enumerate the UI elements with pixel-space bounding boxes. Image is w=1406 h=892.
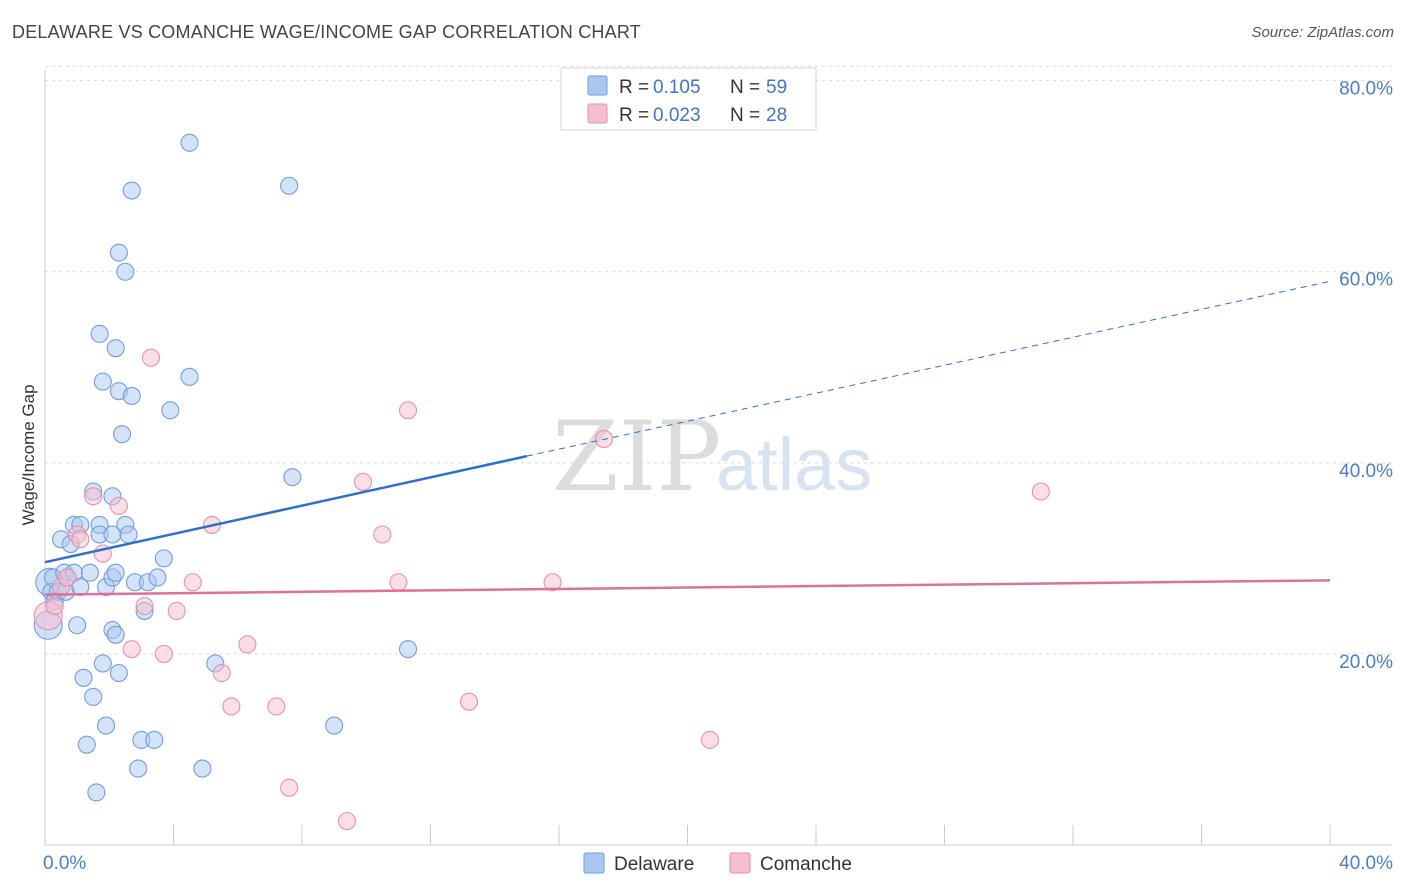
delaware-point bbox=[283, 468, 302, 487]
legend-swatch-delaware bbox=[587, 75, 608, 96]
comanche-point bbox=[84, 487, 103, 506]
y-tick-label: 60.0% bbox=[1339, 270, 1393, 291]
comanche-point bbox=[398, 401, 418, 420]
y-tick-label: 40.0% bbox=[1339, 461, 1393, 482]
delaware-point bbox=[398, 640, 418, 659]
comanche-point bbox=[1031, 482, 1050, 501]
comanche-point bbox=[71, 530, 90, 549]
delaware-point bbox=[280, 176, 299, 195]
comanche-point bbox=[373, 525, 392, 544]
legend-r-label-comanche: R = bbox=[619, 105, 649, 126]
delaware-point bbox=[106, 563, 125, 582]
delaware-trend-line bbox=[44, 454, 528, 564]
comanche-point bbox=[267, 697, 286, 716]
y-tick-label: 80.0% bbox=[1339, 79, 1393, 100]
comanche-point bbox=[353, 472, 373, 491]
comanche-point bbox=[337, 812, 357, 831]
watermark-atlas: atlas bbox=[716, 423, 872, 506]
series-comanche-points bbox=[33, 348, 1050, 831]
comanche-point bbox=[135, 597, 154, 616]
delaware-point bbox=[113, 425, 132, 444]
delaware-point bbox=[71, 577, 90, 597]
delaware-trend-extension bbox=[526, 280, 1331, 457]
legend-r-value-delaware: 0.105 bbox=[653, 77, 701, 98]
comanche-point bbox=[700, 730, 720, 749]
delaware-point bbox=[87, 783, 106, 802]
axes bbox=[44, 70, 1392, 846]
comanche-point bbox=[141, 348, 161, 367]
x-ticks bbox=[173, 825, 1331, 845]
bottom-legend-label-delaware: Delaware bbox=[614, 854, 694, 875]
legend-swatch-comanche bbox=[587, 103, 608, 124]
delaware-point bbox=[109, 243, 128, 262]
source-credit: Source: ZipAtlas.com bbox=[1251, 24, 1394, 41]
bottom-legend-label-comanche: Comanche bbox=[760, 854, 852, 875]
delaware-point bbox=[154, 549, 173, 568]
comanche-point bbox=[45, 597, 64, 616]
comanche-trend-line bbox=[44, 579, 1331, 596]
legend-r-label-delaware: R = bbox=[619, 77, 649, 98]
comanche-point bbox=[154, 644, 173, 663]
legend-n-label-delaware: N = bbox=[730, 77, 760, 98]
comanche-point bbox=[58, 568, 77, 587]
x-tick-label-min: 0.0% bbox=[43, 853, 86, 874]
delaware-point bbox=[109, 663, 128, 683]
y-tick-label: 20.0% bbox=[1339, 652, 1393, 673]
delaware-point bbox=[116, 262, 135, 281]
delaware-point bbox=[80, 563, 100, 582]
delaware-point bbox=[93, 654, 112, 673]
delaware-point bbox=[122, 181, 141, 200]
delaware-point bbox=[193, 759, 212, 778]
delaware-point bbox=[106, 625, 125, 644]
delaware-point bbox=[93, 372, 112, 391]
comanche-point bbox=[543, 573, 562, 592]
delaware-point bbox=[96, 716, 116, 735]
comanche-point bbox=[167, 601, 186, 620]
comanche-point bbox=[122, 640, 141, 659]
delaware-point bbox=[161, 401, 180, 420]
stats-legend: R = 0.105 N = 59 R = 0.023 N = 28 bbox=[560, 67, 817, 131]
comanche-point bbox=[389, 573, 408, 592]
comanche-point bbox=[238, 635, 257, 654]
delaware-point bbox=[90, 324, 109, 343]
comanche-point bbox=[459, 692, 479, 711]
comanche-point bbox=[212, 663, 231, 683]
delaware-point bbox=[106, 339, 125, 358]
watermark-zip: ZIP bbox=[552, 401, 721, 513]
delaware-point bbox=[84, 687, 103, 706]
comanche-point bbox=[109, 496, 128, 515]
delaware-point bbox=[148, 568, 167, 587]
bottom-legend-swatch-comanche bbox=[729, 852, 751, 874]
legend-n-value-comanche: 28 bbox=[766, 105, 787, 126]
chart-title: DELAWARE VS COMANCHE WAGE/INCOME GAP COR… bbox=[12, 22, 641, 42]
delaware-point bbox=[325, 716, 344, 735]
delaware-point bbox=[145, 730, 164, 749]
delaware-point bbox=[74, 668, 93, 687]
legend-n-value-delaware: 59 bbox=[766, 77, 787, 98]
delaware-point bbox=[180, 133, 199, 152]
delaware-point bbox=[68, 616, 87, 635]
bottom-legend-swatch-delaware bbox=[583, 852, 605, 874]
delaware-point bbox=[180, 367, 199, 386]
delaware-point bbox=[129, 759, 148, 778]
delaware-point bbox=[119, 525, 138, 544]
comanche-point bbox=[183, 573, 202, 592]
y-tick-labels: 20.0% 40.0% 60.0% 80.0% bbox=[1339, 79, 1393, 673]
gridlines bbox=[45, 65, 1392, 655]
delaware-point bbox=[122, 386, 141, 406]
delaware-point bbox=[77, 735, 96, 754]
series-legend: Delaware Comanche bbox=[583, 852, 852, 875]
comanche-point bbox=[222, 697, 241, 716]
watermark: ZIP atlas bbox=[552, 401, 872, 513]
legend-r-value-comanche: 0.023 bbox=[653, 105, 701, 126]
comanche-point bbox=[280, 778, 299, 797]
y-axis-label: Wage/Income Gap bbox=[19, 384, 38, 525]
trend-lines bbox=[44, 280, 1331, 596]
x-tick-label-max: 40.0% bbox=[1339, 853, 1393, 874]
legend-n-label-comanche: N = bbox=[730, 105, 760, 126]
